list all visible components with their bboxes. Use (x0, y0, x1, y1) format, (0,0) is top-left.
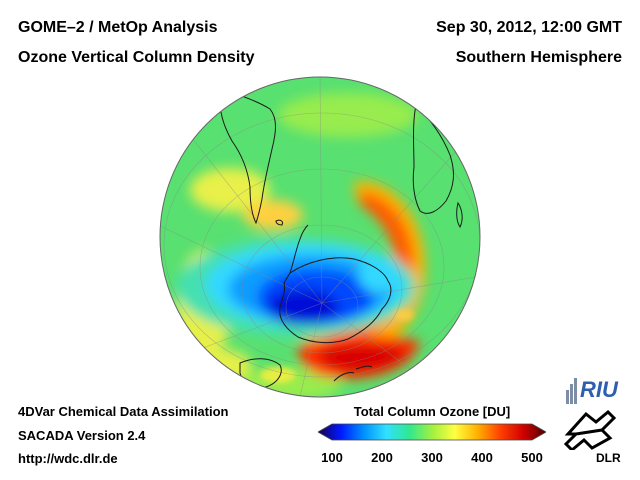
new-zealand-outline (333, 365, 373, 382)
colorbar-tick-label: 300 (421, 450, 443, 465)
coastlines (219, 86, 463, 388)
south-america-outline (219, 86, 276, 225)
source-url-link[interactable]: http://wdc.dlr.de (18, 451, 118, 466)
region-label: Southern Hemisphere (455, 49, 622, 66)
colorbar-tick-label: 400 (471, 450, 493, 465)
svg-text:RIU: RIU (580, 377, 619, 402)
antarctic-peninsula (289, 224, 309, 274)
datetime-label: Sep 30, 2012, 12:00 GMT (436, 19, 622, 36)
colorbar (318, 423, 546, 441)
africa-outline (412, 103, 454, 214)
instrument-title: GOME–2 / MetOp Analysis (18, 19, 218, 36)
colorbar-title: Total Column Ozone [DU] (353, 404, 511, 419)
dlr-logo (563, 410, 616, 450)
product-title: Ozone Vertical Column Density (18, 49, 255, 66)
globe-outline (159, 76, 481, 398)
madagascar-outline (456, 201, 463, 228)
ozone-globe-map (159, 76, 481, 398)
falkland-islands (275, 219, 283, 226)
colorbar-bar (318, 423, 546, 441)
colorbar-tick-label: 200 (371, 450, 393, 465)
riu-logo: RIU (566, 377, 619, 404)
method-label: 4DVar Chemical Data Assimilation (18, 404, 229, 419)
dlr-logo-text: DLR (596, 451, 621, 465)
colorbar-tick-label: 100 (321, 450, 343, 465)
antarctica-outline (279, 257, 392, 344)
colorbar-tick-label: 500 (521, 450, 543, 465)
version-label: SACADA Version 2.4 (18, 428, 146, 443)
